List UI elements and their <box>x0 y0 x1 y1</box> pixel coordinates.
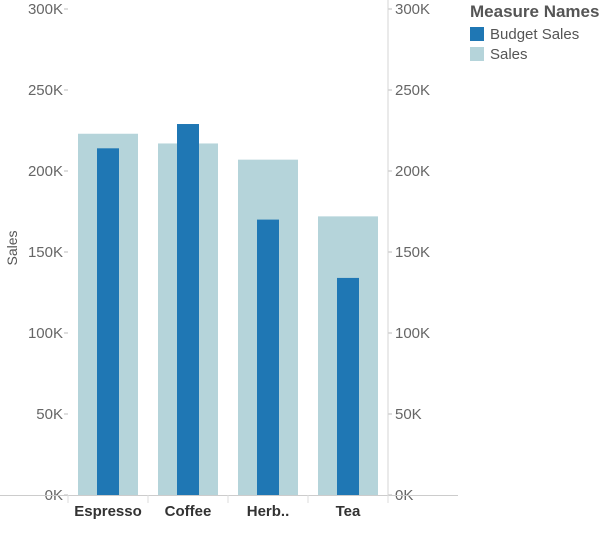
legend-item-budget-sales[interactable]: Budget Sales <box>470 24 599 44</box>
legend-swatch <box>470 27 484 41</box>
bar-budget-sales[interactable] <box>97 148 119 495</box>
y-axis-title: Sales <box>4 230 20 265</box>
legend-label: Sales <box>490 45 528 63</box>
y-tick-label-left: 100K <box>28 325 63 342</box>
category-label: Coffee <box>165 503 212 520</box>
legend-item-sales[interactable]: Sales <box>470 44 599 64</box>
y-tick-label-right: 150K <box>395 244 430 261</box>
y-tick-label-left: 250K <box>28 82 63 99</box>
y-tick-label-right: 250K <box>395 82 430 99</box>
category-label: Tea <box>336 503 361 520</box>
legend-label: Budget Sales <box>490 25 580 43</box>
legend[interactable]: Measure Names Budget Sales Sales <box>470 2 599 64</box>
y-tick-label-right: 100K <box>395 325 430 342</box>
category-label: Herb.. <box>247 503 290 520</box>
bar-budget-sales[interactable] <box>257 219 279 495</box>
x-axis: Espresso Coffee Herb.. Tea <box>0 495 458 520</box>
y-tick-label-left: 200K <box>28 163 63 180</box>
y-tick-label-right: 200K <box>395 163 430 180</box>
y-tick-label-left: 150K <box>28 244 63 261</box>
bar-budget-sales[interactable] <box>337 277 359 495</box>
y-tick-label-right: 300K <box>395 1 430 18</box>
y-tick-label-right: 50K <box>395 406 422 423</box>
y-tick-label-left: 300K <box>28 1 63 18</box>
bar-budget-sales[interactable] <box>177 124 199 496</box>
legend-title: Measure Names <box>470 2 600 21</box>
category-label: Espresso <box>74 503 142 520</box>
legend-swatch <box>470 47 484 61</box>
y-tick-label-left: 50K <box>36 406 63 423</box>
bars <box>78 124 378 496</box>
